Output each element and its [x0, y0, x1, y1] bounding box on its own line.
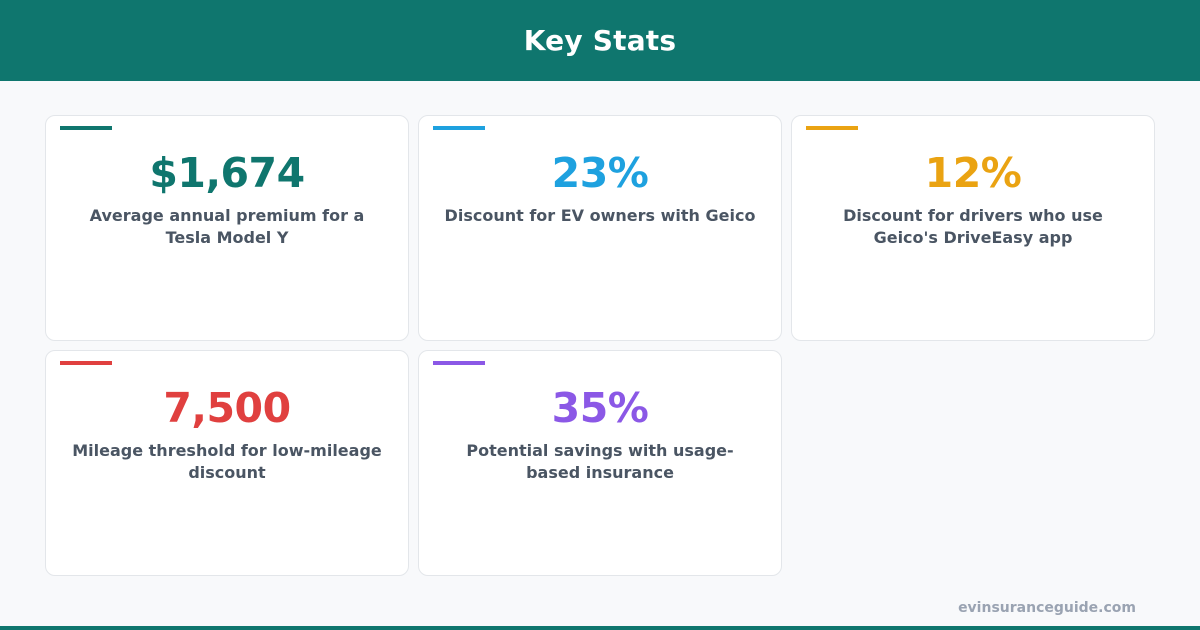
page-title: Key Stats: [523, 24, 677, 57]
stat-card-driveeasy-discount: 12% Discount for drivers who use Geico's…: [791, 115, 1155, 341]
card-accent-bar: [806, 126, 858, 130]
card-accent-bar: [433, 126, 485, 130]
card-accent-bar: [60, 126, 112, 130]
stat-label: Discount for drivers who use Geico's Dri…: [843, 206, 1103, 247]
stat-value: 12%: [924, 149, 1022, 197]
stat-card-usage-savings: 35% Potential savings with usage-based i…: [418, 350, 782, 576]
stat-value: 23%: [551, 149, 649, 197]
card-accent-bar: [60, 361, 112, 365]
card-accent-bar: [433, 361, 485, 365]
stat-label: Discount for EV owners with Geico: [444, 206, 756, 225]
stat-card-ev-discount: 23% Discount for EV owners with Geico: [418, 115, 782, 341]
stat-label: Potential savings with usage-based insur…: [466, 441, 734, 482]
header-banner: Key Stats: [0, 0, 1200, 81]
site-url: evinsuranceguide.com: [958, 600, 1136, 616]
stat-label: Average annual premium for a Tesla Model…: [89, 206, 365, 247]
stat-card-mileage-threshold: 7,500 Mileage threshold for low-mileage …: [45, 350, 409, 576]
stat-card-premium: $1,674 Average annual premium for a Tesl…: [45, 115, 409, 341]
stat-value: 35%: [551, 384, 649, 432]
stat-value: 7,500: [163, 384, 291, 432]
stats-grid: $1,674 Average annual premium for a Tesl…: [45, 115, 1155, 576]
stat-value: $1,674: [149, 149, 305, 197]
bottom-accent-bar: [0, 626, 1200, 630]
stat-label: Mileage threshold for low-mileage discou…: [72, 441, 382, 482]
